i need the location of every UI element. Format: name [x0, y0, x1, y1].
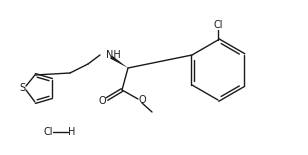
- Text: Cl: Cl: [43, 127, 53, 137]
- Text: H: H: [68, 127, 76, 137]
- Polygon shape: [110, 55, 128, 68]
- Text: O: O: [98, 96, 106, 106]
- Text: O: O: [138, 95, 146, 105]
- Text: NH: NH: [106, 50, 121, 60]
- Text: S: S: [19, 83, 25, 93]
- Text: Cl: Cl: [213, 20, 223, 30]
